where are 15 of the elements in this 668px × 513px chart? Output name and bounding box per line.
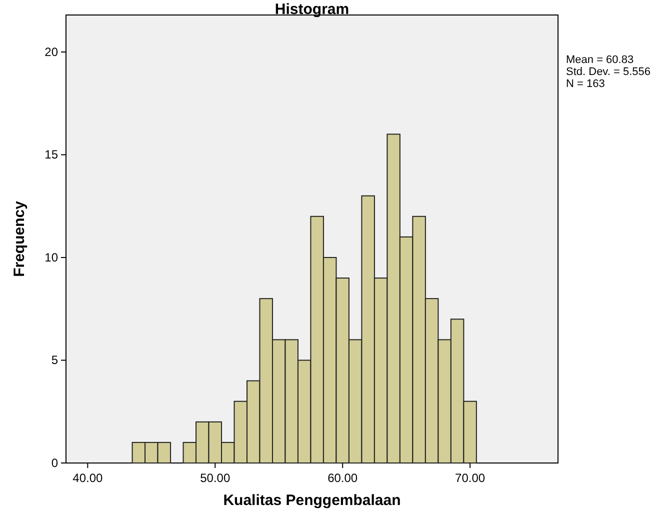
- x-tick-label: 40.00: [72, 471, 104, 485]
- x-axis-title: Kualitas Penggembalaan: [223, 492, 401, 509]
- text: Std. Dev. = 5.556: [566, 66, 650, 78]
- y-axis-title: Frequency: [11, 200, 28, 277]
- x-tick-label: 70.00: [455, 471, 486, 485]
- text: Mean = 60.83: [566, 54, 634, 66]
- y-tick-label: 20: [44, 44, 58, 59]
- y-tick-label: 0: [51, 456, 58, 470]
- text: N = 163: [566, 78, 605, 90]
- y-tick-label: 15: [44, 148, 58, 162]
- y-tick-label: 10: [44, 250, 58, 264]
- chart-title: Histogram: [274, 1, 350, 18]
- x-tick-label: 50.00: [200, 471, 230, 485]
- x-tick-label: 60.00: [328, 471, 358, 485]
- y-tick-label: 5: [51, 353, 58, 368]
